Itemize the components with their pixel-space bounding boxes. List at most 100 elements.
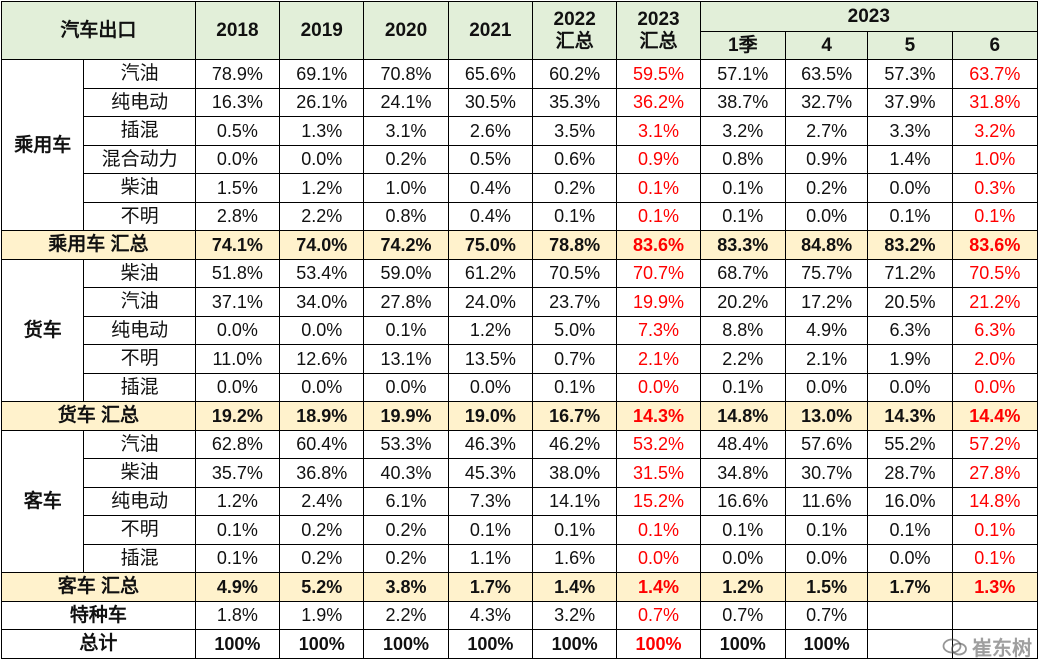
value-cell: 2.0% — [951, 344, 1038, 374]
value-cell: 16.3% — [194, 87, 281, 117]
value-cell: 4.3% — [447, 600, 534, 630]
header-year: 2022 — [553, 8, 596, 30]
value-cell: 0.1% — [951, 201, 1038, 231]
value-cell — [867, 629, 953, 659]
value-cell: 59.5% — [616, 59, 701, 89]
value-cell: 2.2% — [699, 344, 786, 374]
value-cell: 7.3% — [447, 486, 534, 516]
value-cell: 4.9% — [194, 572, 281, 602]
fuel-type-label: 汽油 — [83, 287, 196, 317]
value-cell: 14.8% — [951, 486, 1038, 516]
year-header: 2019 — [279, 1, 365, 60]
value-cell: 3.3% — [867, 116, 953, 146]
value-cell: 1.3% — [279, 116, 365, 146]
value-cell: 0.0% — [616, 543, 701, 573]
value-cell: 0.4% — [447, 173, 534, 203]
table-row: 不明 11.0% 12.6% 13.1% 13.5% 0.7% 2.1% 2.2% 2.1% 1.… — [2, 344, 1038, 374]
value-cell: 3.8% — [363, 572, 449, 602]
value-cell: 0.0% — [616, 372, 701, 402]
value-cell: 0.5% — [447, 144, 534, 174]
grand-total-row: 总计 100% 100% 100% 100% 100% 100% 100% 100% — [1, 629, 1038, 659]
value-cell: 83.6% — [951, 230, 1038, 260]
value-cell: 0.8% — [363, 201, 449, 231]
value-cell: 14.1% — [531, 486, 618, 516]
value-cell: 31.8% — [951, 87, 1038, 117]
subtotal-label: 客车 汇总 — [1, 572, 196, 602]
value-cell: 34.0% — [279, 287, 365, 317]
value-cell: 0.2% — [531, 173, 618, 203]
value-cell: 100% — [784, 629, 869, 659]
table-row: 纯电动 16.3% 26.1% 24.1% 30.5% 35.3% 36.2% 38.7% 32… — [2, 87, 1038, 117]
table-row: 柴油 1.5% 1.2% 1.0% 0.4% 0.2% 0.1% 0.1% 0.2% 0.0% 0.… — [2, 173, 1038, 203]
value-cell: 0.2% — [279, 543, 365, 573]
value-cell: 13.1% — [363, 344, 449, 374]
value-cell — [951, 600, 1038, 630]
value-cell: 1.2% — [279, 173, 365, 203]
table-row: 插混 0.1% 0.2% 0.2% 1.1% 1.6% 0.0% 0.0% 0.0% 0.0% 0.… — [2, 543, 1038, 573]
value-cell: 5.2% — [279, 572, 365, 602]
value-cell: 24.0% — [447, 287, 534, 317]
value-cell: 70.7% — [616, 258, 701, 288]
value-cell: 70.5% — [531, 258, 618, 288]
value-cell: 0.2% — [784, 173, 869, 203]
fuel-type-label: 纯电动 — [83, 87, 196, 117]
value-cell: 16.0% — [867, 486, 953, 516]
value-cell: 26.1% — [279, 87, 365, 117]
value-cell: 0.0% — [279, 372, 365, 402]
value-cell: 0.1% — [363, 315, 449, 345]
value-cell: 3.2% — [531, 600, 618, 630]
value-cell: 83.6% — [616, 230, 701, 260]
value-cell: 0.0% — [194, 144, 281, 174]
table-row: 乘用车 汽油 78.9% 69.1% 70.8% 65.6% 60.2% 59.5% 57.1%… — [0, 59, 1038, 231]
value-cell: 100% — [699, 629, 786, 659]
value-cell: 15.2% — [616, 486, 701, 516]
value-cell: 75.7% — [784, 258, 869, 288]
value-cell: 0.2% — [363, 543, 449, 573]
table-row: 混合动力 0.0% 0.0% 0.2% 0.5% 0.6% 0.9% 0.8% 0.9% 1.4%… — [2, 144, 1038, 174]
value-cell: 12.6% — [279, 344, 365, 374]
value-cell: 57.6% — [784, 429, 869, 459]
table-row: 插混 0.0% 0.0% 0.0% 0.0% 0.1% 0.0% 0.1% 0.0% 0.0% 0.… — [2, 372, 1038, 402]
fuel-type-label: 不明 — [83, 201, 196, 231]
value-cell: 0.7% — [784, 600, 869, 630]
value-cell: 83.3% — [699, 230, 786, 260]
value-cell: 0.0% — [194, 315, 281, 345]
value-cell: 40.3% — [363, 458, 449, 488]
value-cell: 19.0% — [447, 401, 534, 431]
subtotal-row: 客车 汇总 4.9% 5.2% 3.8% 1.7% 1.4% 1.4% 1.2% 1.5% 1.7… — [1, 572, 1038, 602]
fuel-type-label: 汽油 — [83, 59, 196, 89]
value-cell: 35.3% — [531, 87, 618, 117]
value-cell: 1.2% — [194, 486, 281, 516]
value-cell: 3.1% — [616, 116, 701, 146]
value-cell: 69.1% — [279, 59, 365, 89]
value-cell: 1.1% — [447, 543, 534, 573]
header-summary: 汇总 — [555, 30, 594, 52]
table-row: 纯电动 0.0% 0.0% 0.1% 1.2% 5.0% 7.3% 8.8% 4.9% 6.3% 6… — [2, 315, 1038, 345]
value-cell: 1.8% — [194, 600, 281, 630]
value-cell: 2.4% — [279, 486, 365, 516]
value-cell: 0.1% — [699, 201, 786, 231]
value-cell: 0.0% — [447, 372, 534, 402]
table-row: 纯电动 1.2% 2.4% 6.1% 7.3% 14.1% 15.2% 16.6% 11.6% 1… — [2, 486, 1038, 516]
value-cell: 2.8% — [194, 201, 281, 231]
value-cell: 2.6% — [447, 116, 534, 146]
value-cell: 83.2% — [867, 230, 953, 260]
value-cell: 51.8% — [194, 258, 281, 288]
value-cell: 21.2% — [951, 287, 1038, 317]
value-cell: 100% — [616, 629, 701, 659]
value-cell: 18.9% — [279, 401, 365, 431]
value-cell: 0.0% — [867, 543, 953, 573]
value-cell — [867, 600, 953, 630]
value-cell: 0.1% — [699, 372, 786, 402]
value-cell: 1.2% — [447, 315, 534, 345]
value-cell: 1.7% — [447, 572, 534, 602]
value-cell: 46.3% — [447, 429, 534, 459]
value-cell: 0.1% — [867, 515, 953, 545]
table-row: 插混 0.5% 1.3% 3.1% 2.6% 3.5% 3.1% 3.2% 2.7% 3.3% 3.… — [2, 116, 1038, 146]
value-cell: 1.2% — [699, 572, 786, 602]
value-cell: 30.5% — [447, 87, 534, 117]
value-cell: 68.7% — [699, 258, 786, 288]
value-cell: 1.3% — [951, 572, 1038, 602]
value-cell: 1.4% — [531, 572, 618, 602]
value-cell: 17.2% — [784, 287, 869, 317]
